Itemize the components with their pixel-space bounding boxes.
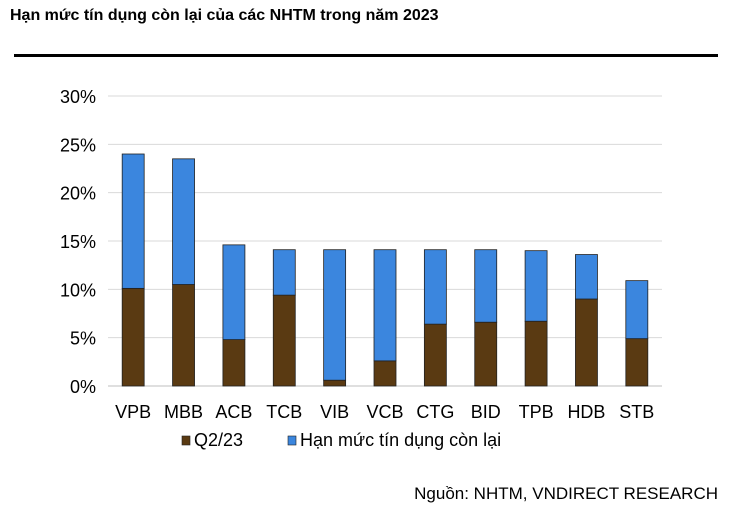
bar-segment-tcb-s1 bbox=[272, 294, 296, 387]
bar-segment-ctg-s1 bbox=[423, 323, 447, 387]
bar-segment-tcb-s2 bbox=[272, 249, 296, 296]
bar-segment-tpb-s2 bbox=[524, 250, 548, 322]
bar-segment-acb-s2 bbox=[222, 244, 246, 340]
bar-segment-mbb-s1 bbox=[172, 284, 195, 387]
bar-segment-tpb-s1 bbox=[524, 320, 548, 387]
legend-swatch bbox=[287, 435, 297, 446]
x-tick-label: ACB bbox=[215, 402, 252, 422]
chart-title: Hạn mức tín dụng còn lại của các NHTM tr… bbox=[10, 7, 439, 24]
x-tick-label: BID bbox=[471, 402, 501, 422]
source-note: Nguồn: NHTM, VNDIRECT RESEARCH bbox=[414, 484, 718, 503]
bar-segment-vcb-s1 bbox=[373, 360, 397, 387]
x-axis-ticks: VPB MBB ACB TCB VIB VCB CTG BID TPB HDB STB bbox=[115, 402, 654, 422]
bar-segment-bid-s2 bbox=[474, 249, 498, 323]
bar-segment-vib-s1 bbox=[323, 379, 347, 387]
bar-segment-mbb-s2 bbox=[172, 158, 195, 285]
legend-label: Q2/23 bbox=[194, 430, 243, 450]
x-tick-label: TCB bbox=[266, 402, 302, 422]
x-tick-label: MBB bbox=[164, 402, 203, 422]
y-axis-ticks: 0% 5% 10% 15% 20% 25% 30% bbox=[60, 87, 96, 397]
bar-segment-vpb-s2 bbox=[121, 153, 145, 289]
bar-segment-vpb-s1 bbox=[121, 287, 145, 387]
x-tick-label: STB bbox=[619, 402, 654, 422]
bar-segment-ctg-s2 bbox=[423, 249, 447, 325]
bars bbox=[121, 153, 649, 387]
x-tick-label: VCB bbox=[366, 402, 403, 422]
bar-segment-hdb-s2 bbox=[575, 254, 598, 300]
bar-segment-hdb-s1 bbox=[575, 298, 598, 387]
bar-segment-vcb-s2 bbox=[373, 249, 397, 362]
bar-segment-acb-s1 bbox=[222, 339, 246, 387]
y-tick-label: 30% bbox=[60, 87, 96, 107]
x-tick-label: HDB bbox=[567, 402, 605, 422]
x-tick-label: CTG bbox=[416, 402, 454, 422]
bar-segment-vib-s2 bbox=[323, 249, 347, 381]
bar-segment-bid-s1 bbox=[474, 321, 498, 387]
y-tick-label: 5% bbox=[70, 329, 96, 349]
x-tick-label: VIB bbox=[320, 402, 349, 422]
bar-segment-stb-s2 bbox=[625, 280, 649, 340]
x-tick-label: VPB bbox=[115, 402, 151, 422]
stacked-bar-chart: 0% 5% 10% 15% 20% 25% 30% VPB MBB ACB TCB VIB VCB CT… bbox=[60, 87, 662, 450]
y-tick-label: 15% bbox=[60, 232, 96, 252]
legend-label: Hạn mức tín dụng còn lại bbox=[300, 430, 501, 450]
y-tick-label: 0% bbox=[70, 377, 96, 397]
bar-segment-stb-s1 bbox=[625, 338, 649, 387]
y-tick-label: 20% bbox=[60, 184, 96, 204]
legend: Q2/23 Hạn mức tín dụng còn lại bbox=[181, 430, 501, 450]
x-tick-label: TPB bbox=[519, 402, 554, 422]
y-tick-label: 25% bbox=[60, 135, 96, 155]
y-tick-label: 10% bbox=[60, 280, 96, 300]
legend-swatch bbox=[181, 435, 191, 446]
title-divider bbox=[14, 54, 718, 57]
